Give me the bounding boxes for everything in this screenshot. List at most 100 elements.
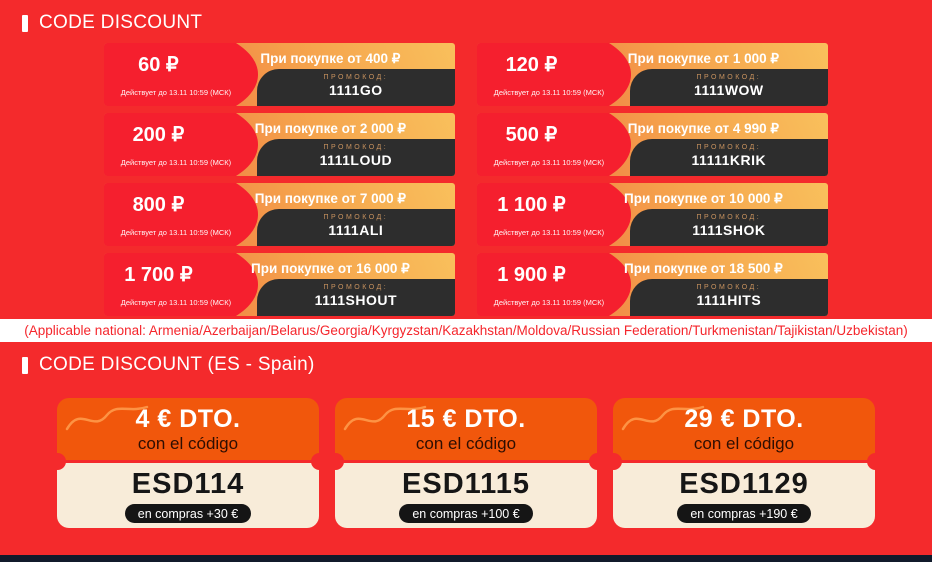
promo-code-box[interactable]: ПРОМОКОД: 1111SHOUT (256, 279, 455, 316)
coupon-notch-left (604, 453, 622, 470)
es-coupon-card[interactable]: 4 € DTO. con el código ESD114 en compras… (48, 398, 328, 528)
coupon-red-blob (477, 113, 632, 176)
es-coupon-amount: 4 € DTO. (135, 405, 241, 433)
ru-coupon-card[interactable]: 800 ₽ Действует до 13.11 10:59 (МСК) При… (104, 183, 455, 246)
ru-coupon-card[interactable]: 1 700 ₽ Действует до 13.11 10:59 (МСК) П… (104, 253, 455, 316)
ru-coupon-card[interactable]: 60 ₽ Действует до 13.11 10:59 (МСК) При … (104, 43, 455, 106)
coupon-condition: При покупке от 1 000 ₽ (627, 51, 779, 66)
coupon-validity: Действует до 13.11 10:59 (МСК) (120, 298, 232, 307)
promo-code-value: 1111WOW (694, 82, 764, 98)
es-coupon-condition-pill: en compras +100 € (399, 504, 533, 523)
coupon-red-blob (104, 253, 259, 316)
es-coupon-subtitle: con el código (137, 434, 239, 453)
promo-code-box[interactable]: ПРОМОКОД: 1111GO (256, 69, 455, 106)
coupon-red-blob (104, 113, 259, 176)
promo-code-box[interactable]: ПРОМОКОД: 11111KRIK (629, 139, 828, 176)
coupon-validity: Действует до 13.11 10:59 (МСК) (493, 88, 605, 97)
es-coupon-code[interactable]: ESD114 (131, 468, 245, 500)
es-coupon-card[interactable]: 15 € DTO. con el código ESD1115 en compr… (326, 398, 606, 528)
coupon-amount: 200 ₽ (132, 124, 185, 146)
promo-page: { "colors": { "background_red": "#f42a2c… (0, 12, 932, 562)
coupon-validity: Действует до 13.11 10:59 (МСК) (120, 228, 232, 237)
es-section-title: CODE DISCOUNT (ES - Spain) (39, 354, 315, 375)
ru-coupon-grid: 60 ₽ Действует до 13.11 10:59 (МСК) При … (104, 43, 828, 316)
bottom-bar (0, 555, 932, 562)
coupon-condition: При покупке от 16 000 ₽ (251, 261, 410, 276)
ribbon-squiggle-icon (65, 405, 149, 431)
ru-coupon-card[interactable]: 1 900 ₽ Действует до 13.11 10:59 (МСК) П… (477, 253, 828, 316)
coupon-amount: 1 700 ₽ (124, 264, 193, 286)
ribbon-squiggle-icon (621, 405, 705, 431)
promo-code-value: 1111SHOUT (314, 292, 397, 308)
ru-section-header: CODE DISCOUNT (22, 12, 932, 34)
coupon-condition: При покупке от 7 000 ₽ (254, 191, 406, 206)
coupon-condition: При покупке от 18 500 ₽ (624, 261, 783, 276)
promo-code-label: ПРОМОКОД: (696, 144, 762, 151)
es-section-header: CODE DISCOUNT (ES - Spain) (22, 354, 932, 376)
coupon-notch-right (310, 453, 328, 470)
promo-code-value: 1111LOUD (319, 152, 393, 168)
es-coupon-subtitle: con el código (693, 434, 795, 453)
ru-coupon-card[interactable]: 500 ₽ Действует до 13.11 10:59 (МСК) При… (477, 113, 828, 176)
ru-coupon-card[interactable]: 120 ₽ Действует до 13.11 10:59 (МСК) При… (477, 43, 828, 106)
promo-code-label: ПРОМОКОД: (696, 284, 762, 291)
es-coupon-condition-pill: en compras +30 € (124, 504, 252, 523)
coupon-notch-right (866, 453, 884, 470)
promo-code-box[interactable]: ПРОМОКОД: 1111ALI (256, 209, 455, 246)
coupon-amount: 500 ₽ (505, 124, 558, 146)
ribbon-squiggle-icon (343, 405, 427, 431)
es-coupon-bottom: ESD1115 en compras +100 € (335, 463, 597, 528)
coupon-amount: 800 ₽ (132, 194, 185, 216)
coupon-red-blob (477, 183, 632, 246)
promo-code-value: 1111SHOK (692, 222, 766, 238)
coupon-amount: 1 100 ₽ (497, 194, 566, 216)
promo-code-box[interactable]: ПРОМОКОД: 1111LOUD (256, 139, 455, 176)
es-coupon-bottom: ESD114 en compras +30 € (57, 463, 319, 528)
coupon-validity: Действует до 13.11 10:59 (МСК) (120, 88, 232, 97)
coupon-condition: При покупке от 10 000 ₽ (624, 191, 783, 206)
es-coupon-subtitle: con el código (415, 434, 517, 453)
coupon-amount: 1 900 ₽ (497, 264, 566, 286)
coupon-red-blob (477, 43, 632, 106)
es-coupon-amount: 15 € DTO. (406, 405, 526, 433)
coupon-amount: 120 ₽ (505, 54, 558, 76)
coupon-condition: При покупке от 400 ₽ (260, 51, 401, 66)
promo-code-label: ПРОМОКОД: (323, 74, 389, 81)
coupon-validity: Действует до 13.11 10:59 (МСК) (493, 158, 605, 167)
promo-code-label: ПРОМОКОД: (696, 74, 762, 81)
coupon-notch-right (588, 453, 606, 470)
es-coupon-code[interactable]: ESD1129 (679, 468, 809, 500)
es-coupon-top: 29 € DTO. con el código (613, 398, 875, 460)
coupon-validity: Действует до 13.11 10:59 (МСК) (120, 158, 232, 167)
es-coupon-condition-pill: en compras +190 € (677, 504, 811, 523)
promo-code-box[interactable]: ПРОМОКОД: 1111HITS (629, 279, 828, 316)
promo-code-value: 1111GO (329, 82, 383, 98)
coupon-notch-left (326, 453, 344, 470)
coupon-condition: При покупке от 2 000 ₽ (254, 121, 406, 136)
promo-code-value: 1111ALI (328, 222, 384, 238)
header-accent-bar (22, 356, 28, 374)
es-coupon-code[interactable]: ESD1115 (402, 468, 530, 500)
coupon-red-blob (104, 183, 259, 246)
ru-coupon-card[interactable]: 1 100 ₽ Действует до 13.11 10:59 (МСК) П… (477, 183, 828, 246)
promo-code-label: ПРОМОКОД: (323, 144, 389, 151)
header-accent-bar (22, 14, 28, 32)
ru-section-title: CODE DISCOUNT (39, 12, 203, 33)
es-coupon-top: 15 € DTO. con el código (335, 398, 597, 460)
coupon-validity: Действует до 13.11 10:59 (МСК) (493, 228, 605, 237)
es-coupon-top: 4 € DTO. con el código (57, 398, 319, 460)
promo-code-box[interactable]: ПРОМОКОД: 1111WOW (629, 69, 828, 106)
promo-code-value: 11111KRIK (691, 152, 767, 168)
coupon-validity: Действует до 13.11 10:59 (МСК) (493, 298, 605, 307)
promo-code-label: ПРОМОКОД: (696, 214, 762, 221)
promo-code-label: ПРОМОКОД: (323, 214, 389, 221)
promo-code-box[interactable]: ПРОМОКОД: 1111SHOK (629, 209, 828, 246)
promo-code-value: 1111HITS (696, 292, 762, 308)
coupon-amount: 60 ₽ (138, 54, 179, 76)
coupon-red-blob (104, 43, 259, 106)
coupon-notch-left (48, 453, 66, 470)
applicable-countries-note: (Applicable national: Armenia/Azerbaijan… (0, 319, 932, 342)
ru-coupon-card[interactable]: 200 ₽ Действует до 13.11 10:59 (МСК) При… (104, 113, 455, 176)
es-coupon-bottom: ESD1129 en compras +190 € (613, 463, 875, 528)
es-coupon-card[interactable]: 29 € DTO. con el código ESD1129 en compr… (604, 398, 884, 528)
